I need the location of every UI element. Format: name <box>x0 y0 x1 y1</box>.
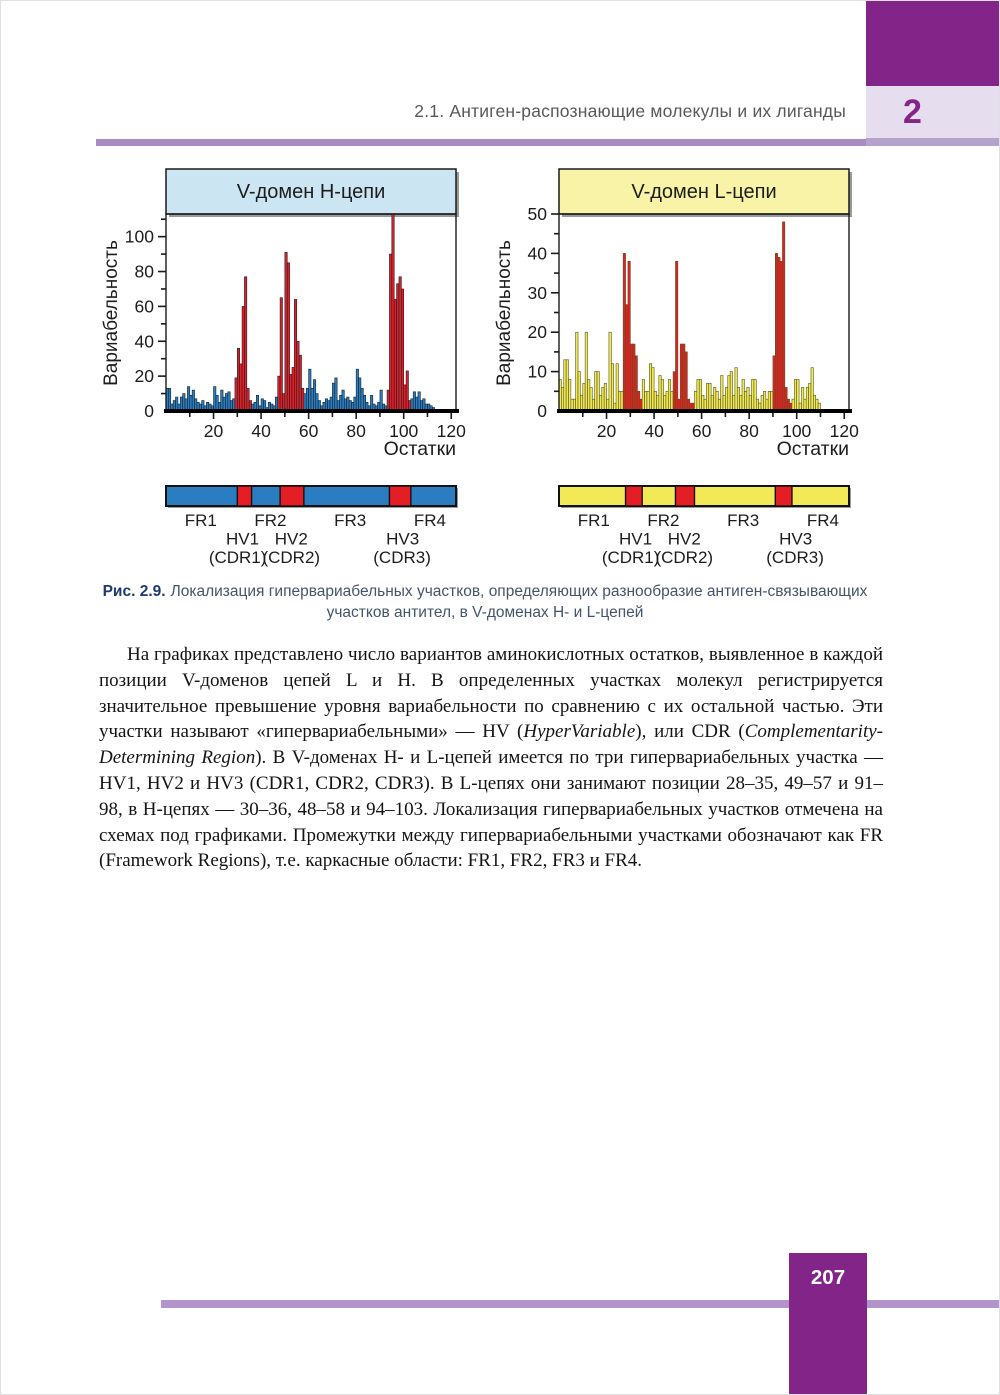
region-label: FR3 <box>334 511 366 530</box>
body-text: ), или CDR ( <box>635 721 745 743</box>
region-label: HV1 <box>619 530 652 549</box>
region-label: FR2 <box>647 511 679 530</box>
x-tick-label: 40 <box>251 421 271 441</box>
figure-caption-text: Локализация гипервариабельных участков, … <box>170 583 868 621</box>
bars <box>165 213 435 412</box>
x-tick-label: 60 <box>299 421 319 441</box>
body-text: ). В V-доменах H- и L-цепей имеется по т… <box>99 747 884 872</box>
region-label: HV2 <box>275 530 308 549</box>
x-axis-label: Остатки <box>777 438 849 460</box>
region-label: HV3 <box>779 530 812 549</box>
bars <box>558 221 821 412</box>
y-tick-label: 0 <box>537 401 547 421</box>
page-number-box: 207 <box>789 1253 867 1394</box>
x-tick-label: 120 <box>437 421 466 441</box>
x-tick-label: 80 <box>346 421 366 441</box>
hv-region-segment <box>774 485 793 507</box>
h-chain-variability-chart: V-домен H-цепи 0 20 40 60 80 100 20 40 60 80 100 120… <box>101 168 466 460</box>
hv-region-segment <box>279 485 305 507</box>
region-label: FR2 <box>254 511 286 530</box>
l-chain-domain-map: FR1 FR2 FR3 FR4 HV1 HV2 HV3 (CDR1)(CDR2) (CDR3) <box>558 485 851 567</box>
y-axis-ticks <box>551 213 559 393</box>
x-axis-label: Остатки <box>384 438 456 460</box>
x-tick-label: 120 <box>830 421 859 441</box>
hv-region-segment <box>674 485 696 507</box>
chapter-number: 2 <box>903 92 922 131</box>
chapter-tab: 2 <box>866 86 999 138</box>
hv-region-segment <box>388 485 412 507</box>
y-tick-label: 20 <box>135 366 155 386</box>
region-label: HV3 <box>386 530 419 549</box>
region-label: (CDR3) <box>766 548 824 567</box>
footer-rule <box>161 1300 999 1308</box>
chart-title-box <box>165 168 457 215</box>
y-tick-label: 100 <box>125 227 154 247</box>
region-label: (CDR2) <box>655 548 713 567</box>
region-label: FR1 <box>578 511 610 530</box>
hv-region-segment <box>624 485 643 507</box>
x-tick-label: 80 <box>739 421 759 441</box>
chart-title: V-домен L-цепи <box>631 181 776 203</box>
y-tick-label: 30 <box>528 283 548 303</box>
region-label: FR3 <box>727 511 759 530</box>
y-tick-label: 10 <box>528 362 548 382</box>
chart-title-box <box>558 168 850 215</box>
framework-bar <box>558 485 850 507</box>
hv-region-segment <box>236 485 253 507</box>
chart-title: V-домен H-цепи <box>237 181 386 203</box>
region-label: (CDR1) <box>209 548 267 567</box>
plot-border <box>558 213 850 412</box>
body-paragraph: На графиках представлено число вариантов… <box>99 642 883 874</box>
header-rule <box>96 139 866 146</box>
region-label: FR4 <box>414 511 446 530</box>
y-tick-label: 80 <box>135 262 155 282</box>
y-tick-label: 0 <box>144 401 154 421</box>
body-text: На графиках представлено число вариантов… <box>99 644 883 743</box>
region-label: (CDR2) <box>262 548 320 567</box>
x-tick-label: 100 <box>389 421 418 441</box>
framework-bar <box>165 485 457 507</box>
figure-caption-label: Рис. 2.9. <box>102 583 166 600</box>
y-axis-label: Вариабельность <box>494 240 515 386</box>
y-tick-label: 20 <box>528 322 548 342</box>
page-number: 207 <box>810 1266 846 1289</box>
region-label: HV2 <box>668 530 701 549</box>
x-tick-label: 40 <box>644 421 664 441</box>
region-label: HV1 <box>226 530 259 549</box>
running-head: 2.1. Антиген-распознающие молекулы и их … <box>414 101 846 121</box>
body-text-italic: Complementarity-Determining Region <box>99 721 883 769</box>
chapter-tab-underline <box>866 138 999 146</box>
region-label: (CDR1) <box>602 548 660 567</box>
body-text-italic: HyperVariable <box>523 721 636 743</box>
l-chain-variability-chart: V-домен L-цепи 0 10 20 30 40 50 20 40 60 80 100 120 В… <box>494 168 859 460</box>
region-label: FR1 <box>185 511 217 530</box>
y-tick-label: 60 <box>135 296 155 316</box>
x-tick-label: 20 <box>597 421 617 441</box>
y-tick-label: 50 <box>528 204 548 224</box>
x-tick-label: 100 <box>782 421 811 441</box>
h-chain-domain-map: FR1 FR2 FR3 FR4 HV1 HV2 HV3 (CDR1)(CDR2) (CDR3) <box>165 485 458 567</box>
y-axis-label: Вариабельность <box>101 240 122 386</box>
figure-caption: Рис. 2.9. Локализация гипервариабельных у… <box>99 581 871 623</box>
region-label: FR4 <box>807 511 839 530</box>
x-tick-label: 20 <box>204 421 224 441</box>
y-axis-ticks <box>158 218 166 395</box>
y-tick-label: 40 <box>528 243 548 263</box>
chapter-corner-block <box>866 1 999 86</box>
x-tick-label: 60 <box>692 421 712 441</box>
y-tick-label: 40 <box>135 331 155 351</box>
region-label: (CDR3) <box>373 548 431 567</box>
